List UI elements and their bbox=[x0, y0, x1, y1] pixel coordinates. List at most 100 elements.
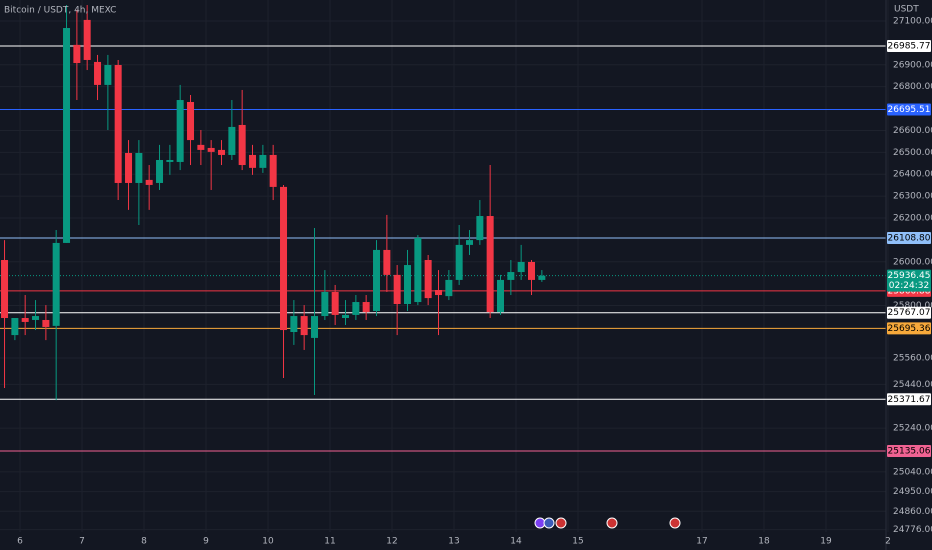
x-tick-label: 8 bbox=[141, 537, 147, 547]
price-label-box bbox=[887, 445, 931, 458]
candle-body bbox=[63, 28, 71, 243]
candle-body bbox=[104, 65, 112, 85]
x-tick-label: 11 bbox=[324, 537, 335, 547]
candle-body bbox=[507, 272, 515, 280]
y-tick-label: 26800.00 bbox=[893, 82, 932, 92]
candle-body bbox=[114, 65, 122, 183]
candle-body bbox=[218, 149, 226, 155]
candle-body bbox=[21, 318, 29, 322]
y-tick-label: 25800.00 bbox=[893, 301, 932, 311]
candle-body bbox=[11, 318, 19, 336]
candle-body bbox=[1, 260, 9, 319]
price-label: 25135.06 bbox=[888, 447, 931, 457]
candle-body bbox=[94, 61, 102, 85]
candle-body bbox=[373, 249, 381, 312]
y-tick-label: 25440.00 bbox=[893, 380, 932, 390]
candle-body bbox=[249, 154, 257, 168]
price-label: 25936.45 bbox=[888, 271, 931, 281]
y-tick-label: 26500.00 bbox=[893, 148, 932, 158]
event-icon[interactable] bbox=[543, 517, 555, 529]
candle-body bbox=[435, 289, 443, 296]
candle-body bbox=[476, 216, 484, 241]
price-label-box bbox=[887, 40, 931, 53]
candles bbox=[1, 5, 546, 401]
y-tick-label: 25240.00 bbox=[893, 424, 932, 434]
candle-body bbox=[331, 291, 339, 315]
event-icons[interactable] bbox=[534, 517, 681, 529]
candle-body bbox=[383, 249, 391, 275]
candle-body bbox=[342, 314, 350, 319]
y-tick-label: 24860.00 bbox=[893, 507, 932, 517]
x-tick-label: 7 bbox=[79, 537, 85, 547]
y-tick-label: 26300.00 bbox=[893, 192, 932, 202]
candle-body bbox=[414, 237, 422, 303]
y-tick-label: 26000.00 bbox=[893, 257, 932, 267]
x-tick-label: 2 bbox=[885, 537, 891, 547]
y-tick-label: 26400.00 bbox=[893, 170, 932, 180]
candle-body bbox=[73, 44, 81, 64]
chart-title: Bitcoin / USDT, 4h, MEXC bbox=[4, 6, 116, 16]
price-label-box bbox=[887, 231, 931, 244]
grid bbox=[0, 0, 889, 532]
price-lines bbox=[0, 45, 886, 452]
candle-body bbox=[52, 242, 60, 326]
candle-body bbox=[300, 316, 308, 336]
price-label: 26985.77 bbox=[888, 42, 931, 52]
event-icon[interactable] bbox=[606, 517, 618, 529]
candle-body bbox=[259, 154, 267, 168]
candle-body bbox=[445, 279, 453, 297]
price-label: 25767.07 bbox=[888, 308, 931, 318]
candle-body bbox=[290, 316, 298, 333]
x-tick-label: 14 bbox=[510, 537, 522, 547]
x-tick-label: 12 bbox=[386, 537, 397, 547]
candle-body bbox=[517, 261, 525, 273]
event-icon[interactable] bbox=[555, 517, 567, 529]
y-tick-label: 26600.00 bbox=[893, 126, 932, 136]
candle-body bbox=[156, 159, 164, 183]
candle-body bbox=[455, 244, 463, 280]
candle-body bbox=[238, 124, 246, 166]
candle-body bbox=[352, 302, 360, 315]
price-label-box bbox=[887, 103, 931, 116]
event-icon[interactable] bbox=[669, 517, 681, 529]
y-tick-label: 25560.00 bbox=[893, 354, 932, 364]
y-tick-label: 26900.00 bbox=[893, 60, 932, 70]
candle-body bbox=[404, 265, 412, 304]
candle-body bbox=[166, 159, 174, 162]
price-label: 25695.36 bbox=[888, 324, 931, 334]
price-label: 26695.51 bbox=[888, 105, 931, 115]
candle-body bbox=[83, 19, 91, 60]
price-label: 26108.80 bbox=[888, 233, 931, 243]
price-axis: 27100.00 26900.00 26800.00 26600.00 26500.00… bbox=[887, 17, 932, 535]
candle-body bbox=[424, 260, 432, 299]
candle-body bbox=[42, 319, 50, 327]
candle-body bbox=[187, 101, 195, 141]
candle-body bbox=[486, 216, 494, 313]
candle-body bbox=[466, 240, 474, 245]
candle-body bbox=[321, 291, 329, 317]
candle-body bbox=[528, 261, 536, 280]
candle-body bbox=[207, 147, 215, 152]
y-tick-label: 27100.00 bbox=[893, 17, 932, 27]
y-tick-label: 24950.00 bbox=[893, 487, 932, 497]
candle-body bbox=[135, 152, 143, 183]
x-tick-label: 9 bbox=[203, 537, 209, 547]
y-tick-label: 26200.00 bbox=[893, 213, 932, 223]
x-tick-label: 19 bbox=[820, 537, 832, 547]
x-tick-label: 13 bbox=[448, 537, 459, 547]
candle-body bbox=[269, 154, 277, 187]
candle-body bbox=[393, 274, 401, 304]
price-label-box bbox=[887, 322, 931, 335]
axis-unit: USDT bbox=[894, 5, 919, 15]
price-label-box bbox=[887, 269, 931, 292]
candle-body bbox=[197, 144, 205, 150]
y-tick-label: 25040.00 bbox=[893, 467, 932, 477]
candle-body bbox=[32, 316, 40, 320]
candle-body bbox=[145, 179, 153, 185]
candle-body bbox=[228, 126, 236, 155]
candle-body bbox=[538, 275, 546, 280]
candle-body bbox=[311, 316, 319, 338]
x-tick-label: 18 bbox=[758, 537, 770, 547]
x-tick-label: 6 bbox=[17, 537, 23, 547]
